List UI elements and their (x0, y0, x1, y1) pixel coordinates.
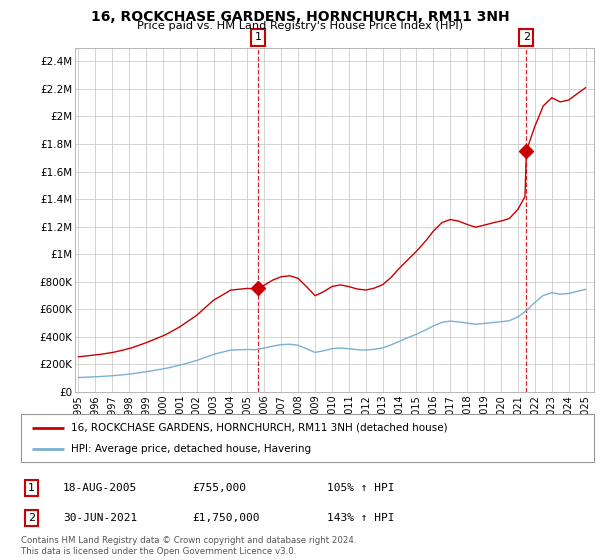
Text: 105% ↑ HPI: 105% ↑ HPI (327, 483, 395, 493)
Text: 143% ↑ HPI: 143% ↑ HPI (327, 513, 395, 523)
Text: 30-JUN-2021: 30-JUN-2021 (63, 513, 137, 523)
Text: Price paid vs. HM Land Registry's House Price Index (HPI): Price paid vs. HM Land Registry's House … (137, 21, 463, 31)
Text: 1: 1 (28, 483, 35, 493)
Text: 18-AUG-2005: 18-AUG-2005 (63, 483, 137, 493)
Text: 1: 1 (254, 32, 262, 43)
Text: £1,750,000: £1,750,000 (192, 513, 260, 523)
Text: 2: 2 (28, 513, 35, 523)
Text: 16, ROCKCHASE GARDENS, HORNCHURCH, RM11 3NH: 16, ROCKCHASE GARDENS, HORNCHURCH, RM11 … (91, 10, 509, 24)
Text: 16, ROCKCHASE GARDENS, HORNCHURCH, RM11 3NH (detached house): 16, ROCKCHASE GARDENS, HORNCHURCH, RM11 … (71, 423, 448, 433)
Text: Contains HM Land Registry data © Crown copyright and database right 2024.
This d: Contains HM Land Registry data © Crown c… (21, 536, 356, 556)
Text: £755,000: £755,000 (192, 483, 246, 493)
Text: HPI: Average price, detached house, Havering: HPI: Average price, detached house, Have… (71, 444, 311, 454)
Text: 2: 2 (523, 32, 530, 43)
